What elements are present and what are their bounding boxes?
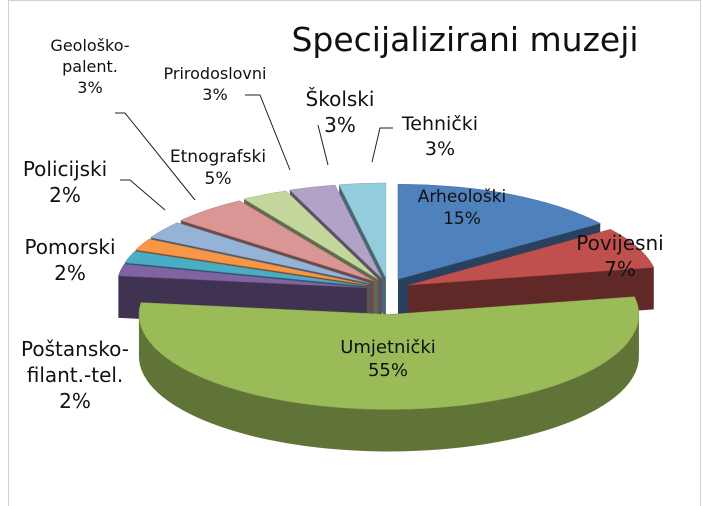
- category-label: Tehnički: [401, 113, 479, 135]
- leader-line: [120, 179, 166, 211]
- leader-lines: [115, 94, 393, 211]
- value-label: 3%: [202, 84, 228, 104]
- data-label: Povijesni 7%: [560, 230, 680, 282]
- data-label: Etnografski 5%: [153, 146, 283, 190]
- chart-border: [8, 0, 701, 506]
- slice-top: [150, 222, 370, 284]
- data-label: Pomorski 2%: [10, 234, 130, 286]
- data-label: Tehnički 3%: [385, 112, 495, 161]
- value-label: 7%: [604, 257, 636, 281]
- category-label: Prirodoslovni: [163, 64, 267, 83]
- data-label: Arheološki 15%: [402, 186, 522, 230]
- category-label: Policijski: [22, 157, 108, 181]
- value-label: 3%: [77, 77, 103, 97]
- value-label: 2%: [49, 183, 81, 207]
- category-label: Geološko-palent.: [50, 36, 130, 76]
- slice-top: [289, 184, 383, 279]
- chart-title: Specijalizirani muzeji: [291, 20, 639, 59]
- value-label: 15%: [443, 209, 481, 230]
- value-label: 3%: [424, 137, 456, 160]
- slice: [138, 296, 640, 452]
- value-label: 55%: [367, 360, 408, 382]
- slice-top: [338, 182, 387, 279]
- category-label: Školski: [305, 87, 375, 111]
- slice-top: [408, 229, 655, 286]
- category-label: Umjetnički: [340, 337, 436, 358]
- leader-line: [115, 112, 196, 201]
- leader-line: [245, 94, 291, 171]
- slice-top: [138, 296, 640, 410]
- leader-line: [371, 127, 393, 163]
- slice-top: [243, 190, 379, 280]
- data-label: Školski 3%: [290, 86, 390, 138]
- value-label: 5%: [204, 169, 232, 190]
- slice-top: [118, 263, 367, 288]
- value-label: 2%: [59, 389, 91, 413]
- category-label: Arheološki: [417, 187, 507, 207]
- data-label: Poštansko-filant.-tel. 2%: [10, 336, 140, 414]
- category-label: Poštansko-filant.-tel.: [21, 337, 129, 387]
- data-label: Prirodoslovni 3%: [150, 64, 280, 106]
- category-label: Etnografski: [169, 147, 267, 167]
- leader-line: [317, 124, 329, 166]
- data-label: Policijski 2%: [5, 156, 125, 208]
- category-label: Povijesni: [576, 231, 664, 255]
- slice-top: [180, 200, 374, 282]
- slice-top: [135, 238, 369, 286]
- category-label: Pomorski: [24, 235, 116, 259]
- data-label: Geološko-palent. 3%: [48, 36, 133, 98]
- slice-top: [397, 183, 601, 280]
- value-label: 3%: [324, 113, 356, 137]
- data-label: Umjetnički 55%: [318, 336, 458, 383]
- value-label: 2%: [54, 261, 86, 285]
- slice-wall: [138, 314, 639, 452]
- slice-top: [124, 251, 368, 287]
